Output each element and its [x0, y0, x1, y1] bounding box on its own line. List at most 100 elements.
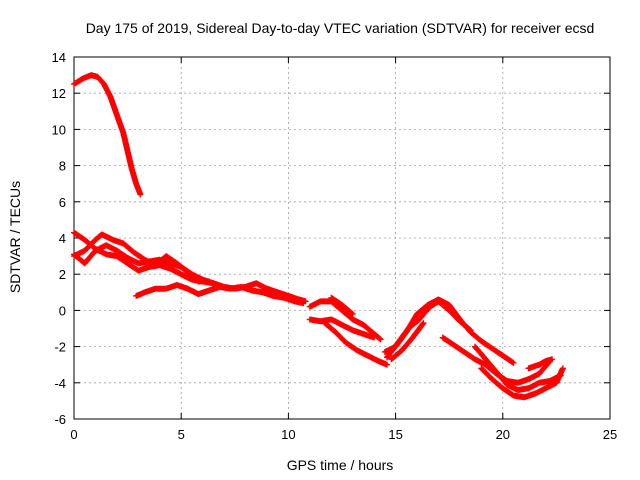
x-tick-label: 15 — [388, 427, 402, 442]
data-point-fill — [479, 338, 495, 351]
data-point — [549, 356, 556, 363]
x-axis-label: GPS time / hours — [287, 457, 394, 473]
y-tick-label: 8 — [59, 159, 66, 174]
data-point-fill — [329, 316, 344, 328]
data-point — [137, 191, 144, 198]
data-point-fill — [179, 271, 194, 283]
series-arc-hump-a — [381, 296, 517, 366]
data-point-fill — [344, 340, 359, 353]
data-point — [377, 336, 384, 343]
data-point-fill — [472, 344, 488, 362]
data-point-fill — [82, 248, 98, 266]
chart-title: Day 175 of 2019, Sidereal Day-to-day VTE… — [86, 20, 595, 36]
data-point-fill — [395, 326, 411, 346]
data-point-fill — [440, 335, 456, 348]
data-point-fill — [340, 322, 355, 333]
data-point-fill — [436, 299, 452, 313]
y-tick-label: 10 — [52, 122, 66, 137]
grid — [74, 57, 610, 419]
data-point — [467, 327, 474, 334]
data-point-fill — [479, 366, 495, 382]
y-tick-label: 14 — [52, 50, 66, 65]
data-point-fill — [416, 304, 433, 322]
data-point-fill — [414, 302, 430, 317]
data-point-fill — [543, 380, 559, 391]
data-point-fill — [468, 329, 484, 344]
series-arc-late-d — [525, 356, 556, 372]
data-point-fill — [120, 131, 131, 153]
data-point-fill — [457, 319, 473, 333]
data-points — [71, 72, 566, 401]
data-point-fill — [107, 94, 120, 117]
data-point-fill — [389, 348, 405, 362]
data-point-fill — [472, 356, 488, 368]
data-point-fill — [339, 302, 355, 317]
data-point-fill — [483, 357, 499, 374]
data-point-fill — [189, 271, 205, 283]
data-point — [420, 320, 427, 327]
data-point-fill — [399, 335, 415, 353]
tick-labels: 0 5 10 15 20 25 -6 -4 -2 0 2 4 6 8 10 12 14 — [52, 50, 618, 442]
data-point-fill — [121, 241, 137, 255]
y-tick-label: 0 — [59, 303, 66, 318]
data-point-fill — [500, 353, 516, 366]
series-arc-hump-b — [384, 298, 474, 361]
data-point-fill — [505, 382, 520, 393]
y-tick-label: -4 — [54, 376, 66, 391]
data-point-fill — [124, 149, 135, 172]
data-point-fill — [125, 255, 141, 266]
data-point — [302, 298, 309, 305]
data-point-fill — [490, 376, 505, 391]
data-point-fill — [372, 331, 383, 342]
data-point-fill — [329, 295, 344, 308]
series-arc-late-a — [439, 334, 553, 386]
data-point-fill — [361, 322, 377, 337]
data-point-fill — [329, 299, 345, 313]
axes — [73, 56, 611, 420]
x-tick-label: 25 — [603, 427, 617, 442]
data-point-fill — [114, 113, 126, 135]
data-point-fill — [168, 266, 184, 277]
data-point-fill — [333, 330, 349, 346]
data-point-fill — [365, 353, 381, 364]
y-axis-label: SDTVAR / TECUs — [7, 181, 23, 293]
data-point-fill — [101, 82, 113, 99]
data-point-fill — [526, 380, 542, 391]
data-point — [349, 311, 356, 318]
series-arc-late-c — [478, 365, 566, 401]
data-point-fill — [447, 308, 463, 324]
data-point-fill — [410, 321, 426, 340]
data-point-fill — [462, 349, 477, 362]
data-point-fill — [339, 308, 355, 322]
data-point-fill — [526, 371, 542, 382]
data-point-fill — [82, 237, 98, 253]
series-arc-afternoon-a — [306, 298, 384, 343]
data-point-fill — [307, 298, 323, 310]
series-arc-midday-high — [210, 280, 309, 305]
data-point-fill — [125, 261, 141, 273]
series-arc-afternoon-d — [328, 294, 356, 318]
x-tick-label: 0 — [70, 427, 77, 442]
data-point — [384, 361, 391, 368]
y-tick-label: -2 — [54, 340, 66, 355]
data-point-fill — [129, 167, 139, 186]
series-arc-afternoon-b — [306, 316, 378, 341]
y-tick-label: 2 — [59, 267, 66, 282]
data-point-fill — [322, 320, 338, 335]
data-point-fill — [553, 366, 566, 385]
y-tick-label: 4 — [59, 231, 66, 246]
series-arc-afternoon-c — [321, 320, 391, 368]
data-point-fill — [494, 369, 510, 387]
data-point-fill — [490, 346, 505, 358]
series-arc-early-high — [71, 72, 144, 198]
data-point-fill — [451, 342, 467, 355]
data-point-fill — [500, 385, 516, 398]
series-arc-early-c — [71, 242, 217, 287]
x-tick-label: 20 — [496, 427, 510, 442]
data-point-fill — [114, 248, 130, 261]
data-point-fill — [72, 230, 87, 243]
data-point-fill — [384, 340, 401, 360]
data-point-fill — [95, 74, 107, 87]
data-point-fill — [179, 264, 194, 277]
